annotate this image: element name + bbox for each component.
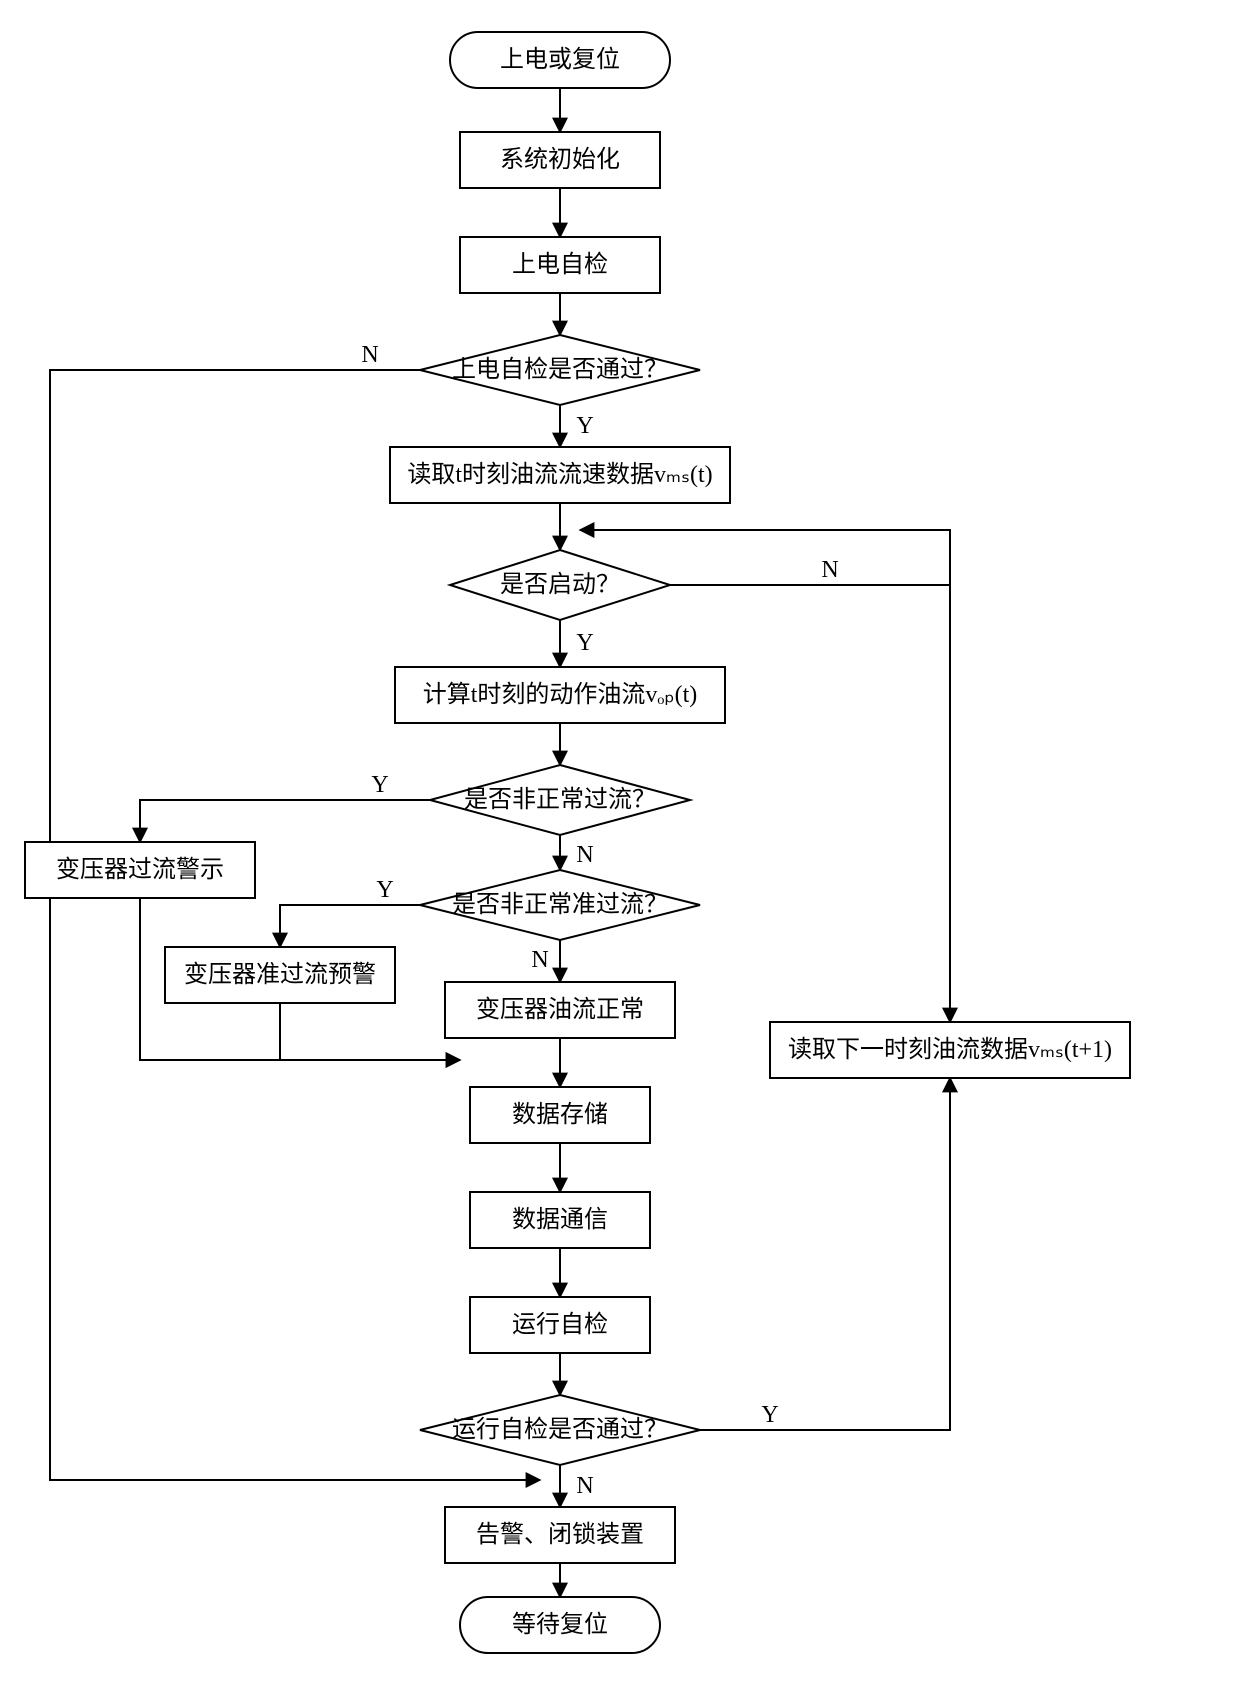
node-d3: 是否非正常过流？ [430,765,690,835]
node-store: 数据存储 [470,1087,650,1143]
node-label-read_next: 读取下一时刻油流数据vₘₛ(t+1) [788,1036,1112,1063]
node-selftest: 上电自检 [460,237,660,293]
node-d1: 上电自检是否通过？ [420,335,700,405]
edge-label-d4-normal: N [531,947,548,973]
edge-d3-to-warn1 [140,800,430,842]
node-calc: 计算t时刻的动作油流vₒₚ(t) [395,667,725,723]
node-normal: 变压器油流正常 [445,982,675,1038]
node-label-d4: 是否非正常准过流？ [452,891,668,918]
edge-label-d1-alarm: N [361,342,378,368]
node-d4: 是否非正常准过流？ [420,870,700,940]
node-label-start: 上电或复位 [500,46,620,73]
node-warn2: 变压器准过流预警 [165,947,395,1003]
node-d5: 运行自检是否通过？ [420,1395,700,1465]
node-d2: 是否启动？ [450,550,670,620]
node-label-d1: 上电自检是否通过？ [452,356,668,383]
node-label-init: 系统初始化 [500,146,620,173]
edge-label-d3-d4: N [576,842,593,868]
edge-read_next-to-d2 [580,530,950,1022]
node-runcheck: 运行自检 [470,1297,650,1353]
node-label-alarm: 告警、闭锁装置 [476,1521,644,1548]
edge-label-d4-warn2: Y [376,877,393,903]
node-read_t: 读取t时刻油流流速数据vₘₛ(t) [390,447,730,503]
edge-label-d2-read_next: N [821,557,838,583]
node-label-runcheck: 运行自检 [512,1311,608,1338]
edge-warn2-to-store [280,1003,460,1060]
edge-label-d3-warn1: Y [371,772,388,798]
node-init: 系统初始化 [460,132,660,188]
edge-label-d5-alarm: N [576,1473,593,1499]
node-label-d2: 是否启动？ [500,571,620,598]
node-comm: 数据通信 [470,1192,650,1248]
node-label-warn1: 变压器过流警示 [56,856,224,883]
edge-label-d5-read_next: Y [761,1402,778,1428]
edge-d5-to-read_next [700,1078,950,1430]
node-label-store: 数据存储 [512,1101,608,1128]
node-label-read_t: 读取t时刻油流流速数据vₘₛ(t) [407,461,712,488]
flowchart-canvas: Y Y N N N N Y Y N Y 上电或复位系统初始化上电自检上电自检是否通过？ 读取t时刻油流… [0,0,1240,1688]
node-start: 上电或复位 [450,32,670,88]
node-warn1: 变压器过流警示 [25,842,255,898]
node-wait: 等待复位 [460,1597,660,1653]
node-label-calc: 计算t时刻的动作油流vₒₚ(t) [423,681,698,708]
node-label-normal: 变压器油流正常 [476,996,644,1023]
edge-d2-to-read_next [670,585,950,1022]
edge-d1-to-alarm [50,370,540,1480]
node-label-selftest: 上电自检 [512,251,608,278]
edge-d4-to-warn2 [280,905,420,947]
node-label-d3: 是否非正常过流？ [464,786,656,813]
edge-label-d2-calc: Y [576,630,593,656]
node-label-d5: 运行自检是否通过？ [452,1416,668,1443]
edge-label-d1-read_t: Y [576,413,593,439]
node-label-warn2: 变压器准过流预警 [184,961,376,988]
node-alarm: 告警、闭锁装置 [445,1507,675,1563]
node-read_next: 读取下一时刻油流数据vₘₛ(t+1) [770,1022,1130,1078]
node-label-comm: 数据通信 [512,1206,608,1233]
node-label-wait: 等待复位 [512,1611,608,1638]
